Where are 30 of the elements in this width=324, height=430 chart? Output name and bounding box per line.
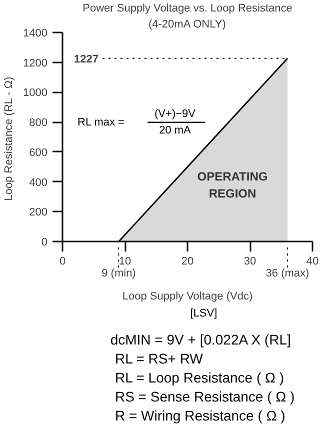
y-tick-label: 400 — [29, 176, 48, 189]
x-tick-label: 10 — [118, 256, 132, 268]
chart-subtitle: (4-20mA ONLY) — [148, 18, 226, 30]
x-tick-label: 20 — [181, 256, 194, 268]
y-tick-label: 800 — [29, 117, 48, 130]
y-tick-label: 0 — [41, 236, 48, 248]
x-tick-label: 0 — [59, 256, 66, 268]
annotation: (V+)−9V — [154, 108, 196, 120]
chart-title: Power Supply Voltage vs. Loop Resistance — [82, 2, 292, 14]
text: RL = RS+ RW — [114, 350, 204, 366]
text: RS = Sense Resistance ( Ω ) — [114, 388, 295, 404]
text: [LSV] — [190, 308, 218, 320]
annotation: 20 mA — [159, 124, 192, 137]
x-axis-title: Loop Supply Voltage (Vdc) — [122, 290, 253, 302]
y-tick-label: 600 — [29, 146, 48, 159]
y-tick-label: 1200 — [23, 57, 48, 70]
y-tick-label: 1000 — [23, 87, 48, 100]
x-tick-label: 30 — [244, 256, 256, 268]
y-tick-label: 1400 — [23, 28, 48, 40]
ref-line-label: 1227 — [74, 53, 99, 66]
x-tick-label: 40 — [306, 256, 319, 268]
text: RL = Loop Resistance ( Ω ) — [114, 370, 284, 386]
annotation: OPERATING REGION — [197, 170, 268, 200]
text: dcMIN = 9V + [0.022A X (RL] — [110, 332, 291, 348]
y-axis-title: Loop Resistance (RL - Ω) — [3, 76, 16, 201]
text: R = Wiring Resistance ( Ω ) — [114, 408, 286, 424]
y-tick-label: 200 — [29, 206, 48, 219]
ref-line-label: 9 (min) — [102, 268, 136, 280]
ref-line-label: 36 (max) — [266, 268, 310, 280]
annotation: RL max = — [78, 116, 124, 128]
